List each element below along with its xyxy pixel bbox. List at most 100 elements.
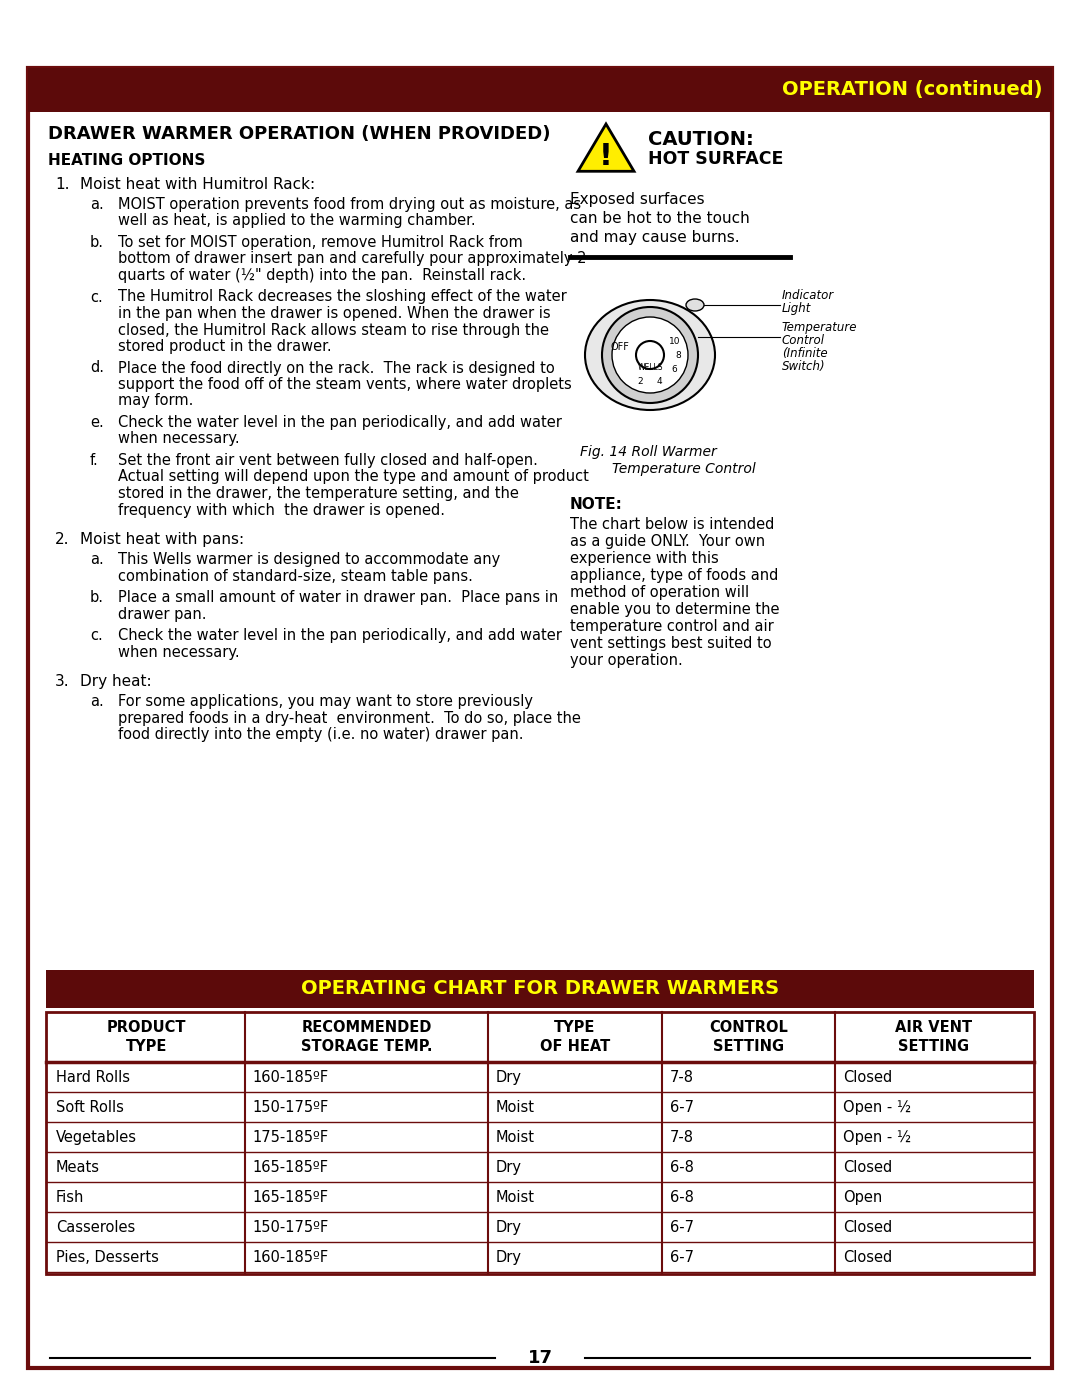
Text: Open - ½: Open - ½ xyxy=(843,1099,912,1115)
Text: Moist: Moist xyxy=(496,1099,535,1115)
Text: Soft Rolls: Soft Rolls xyxy=(56,1099,124,1115)
Text: Exposed surfaces: Exposed surfaces xyxy=(570,191,704,207)
Text: Check the water level in the pan periodically, and add water: Check the water level in the pan periodi… xyxy=(118,415,562,430)
Text: AIR VENT: AIR VENT xyxy=(895,1020,972,1035)
Text: 165-185ºF: 165-185ºF xyxy=(253,1160,328,1175)
Text: stored in the drawer, the temperature setting, and the: stored in the drawer, the temperature se… xyxy=(118,486,518,502)
Text: Actual setting will depend upon the type and amount of product: Actual setting will depend upon the type… xyxy=(118,469,589,485)
Text: CONTROL: CONTROL xyxy=(708,1020,787,1035)
Text: may form.: may form. xyxy=(118,394,193,408)
Text: b.: b. xyxy=(90,235,104,250)
Text: HEATING OPTIONS: HEATING OPTIONS xyxy=(48,154,205,168)
Text: Open - ½: Open - ½ xyxy=(843,1130,912,1146)
Text: Indicator: Indicator xyxy=(782,289,834,302)
Text: prepared foods in a dry-heat  environment.  To do so, place the: prepared foods in a dry-heat environment… xyxy=(118,711,581,725)
Text: your operation.: your operation. xyxy=(570,652,683,668)
Text: 150-175ºF: 150-175ºF xyxy=(253,1099,329,1115)
Text: Closed: Closed xyxy=(843,1250,892,1266)
Text: Temperature: Temperature xyxy=(782,321,858,334)
Text: Vegetables: Vegetables xyxy=(56,1130,137,1146)
Text: !: ! xyxy=(599,142,613,172)
Text: 160-185ºF: 160-185ºF xyxy=(253,1250,329,1266)
Text: when necessary.: when necessary. xyxy=(118,432,240,447)
Text: Place a small amount of water in drawer pan.  Place pans in: Place a small amount of water in drawer … xyxy=(118,590,558,605)
Text: closed, the Humitrol Rack allows steam to rise through the: closed, the Humitrol Rack allows steam t… xyxy=(118,323,549,338)
Bar xyxy=(28,68,1052,112)
Text: 10: 10 xyxy=(669,337,680,345)
Text: For some applications, you may want to store previously: For some applications, you may want to s… xyxy=(118,694,534,710)
Text: Temperature Control: Temperature Control xyxy=(612,462,756,476)
Text: 17: 17 xyxy=(527,1350,553,1368)
Text: HOT SURFACE: HOT SURFACE xyxy=(648,149,783,168)
Bar xyxy=(46,970,1034,1009)
Text: RECOMMENDED: RECOMMENDED xyxy=(301,1020,432,1035)
Text: OPERATING CHART FOR DRAWER WARMERS: OPERATING CHART FOR DRAWER WARMERS xyxy=(301,979,779,999)
Text: well as heat, is applied to the warming chamber.: well as heat, is applied to the warming … xyxy=(118,214,475,229)
Text: This Wells warmer is designed to accommodate any: This Wells warmer is designed to accommo… xyxy=(118,552,500,567)
Text: DRAWER WARMER OPERATION (WHEN PROVIDED): DRAWER WARMER OPERATION (WHEN PROVIDED) xyxy=(48,124,551,142)
Text: 2: 2 xyxy=(637,377,644,386)
Text: OPERATION (continued): OPERATION (continued) xyxy=(782,81,1042,99)
Text: f.: f. xyxy=(90,453,98,468)
Text: NOTE:: NOTE: xyxy=(570,497,623,511)
Text: Open: Open xyxy=(843,1190,882,1206)
Text: 3.: 3. xyxy=(55,673,69,689)
Text: appliance, type of foods and: appliance, type of foods and xyxy=(570,569,779,583)
Text: Closed: Closed xyxy=(843,1070,892,1085)
Text: Dry: Dry xyxy=(496,1250,522,1266)
Text: 2.: 2. xyxy=(55,532,69,548)
Text: Hard Rolls: Hard Rolls xyxy=(56,1070,130,1085)
Text: Closed: Closed xyxy=(843,1220,892,1235)
Text: and may cause burns.: and may cause burns. xyxy=(570,231,740,244)
Text: 4: 4 xyxy=(657,377,662,386)
Text: 160-185ºF: 160-185ºF xyxy=(253,1070,329,1085)
Text: The Humitrol Rack decreases the sloshing effect of the water: The Humitrol Rack decreases the sloshing… xyxy=(118,289,567,305)
Text: OFF: OFF xyxy=(610,342,630,352)
Text: Dry: Dry xyxy=(496,1070,522,1085)
Text: Set the front air vent between fully closed and half-open.: Set the front air vent between fully clo… xyxy=(118,453,538,468)
Text: 6-8: 6-8 xyxy=(670,1160,693,1175)
Text: Pies, Desserts: Pies, Desserts xyxy=(56,1250,159,1266)
Text: a.: a. xyxy=(90,694,104,710)
Text: PRODUCT: PRODUCT xyxy=(107,1020,186,1035)
Text: (Infinite: (Infinite xyxy=(782,346,827,360)
Text: combination of standard-size, steam table pans.: combination of standard-size, steam tabl… xyxy=(118,569,473,584)
Text: drawer pan.: drawer pan. xyxy=(118,606,206,622)
Text: Fig. 14 Roll Warmer: Fig. 14 Roll Warmer xyxy=(580,446,717,460)
Text: Moist heat with Humitrol Rack:: Moist heat with Humitrol Rack: xyxy=(80,177,315,191)
Text: Fish: Fish xyxy=(56,1190,84,1206)
Text: 1.: 1. xyxy=(55,177,69,191)
Text: food directly into the empty (i.e. no water) drawer pan.: food directly into the empty (i.e. no wa… xyxy=(118,726,524,742)
Text: enable you to determine the: enable you to determine the xyxy=(570,602,780,617)
Text: c.: c. xyxy=(90,289,103,305)
Text: Check the water level in the pan periodically, and add water: Check the water level in the pan periodi… xyxy=(118,629,562,643)
Text: 6-7: 6-7 xyxy=(670,1099,693,1115)
Text: To set for MOIST operation, remove Humitrol Rack from: To set for MOIST operation, remove Humit… xyxy=(118,235,523,250)
Text: TYPE: TYPE xyxy=(554,1020,595,1035)
Text: Moist heat with pans:: Moist heat with pans: xyxy=(80,532,244,548)
Text: bottom of drawer insert pan and carefully pour approximately 2: bottom of drawer insert pan and carefull… xyxy=(118,251,586,267)
Text: OF HEAT: OF HEAT xyxy=(540,1039,610,1053)
Text: support the food off of the steam vents, where water droplets: support the food off of the steam vents,… xyxy=(118,377,571,393)
Text: 175-185ºF: 175-185ºF xyxy=(253,1130,329,1146)
Text: Dry: Dry xyxy=(496,1220,522,1235)
Text: stored product in the drawer.: stored product in the drawer. xyxy=(118,339,332,353)
Text: Dry heat:: Dry heat: xyxy=(80,673,151,689)
Text: in the pan when the drawer is opened. When the drawer is: in the pan when the drawer is opened. Wh… xyxy=(118,306,551,321)
Text: d.: d. xyxy=(90,360,104,376)
Text: The chart below is intended: The chart below is intended xyxy=(570,517,774,532)
Circle shape xyxy=(612,317,688,393)
Text: SETTING: SETTING xyxy=(713,1039,784,1053)
Text: c.: c. xyxy=(90,629,103,643)
Text: SETTING: SETTING xyxy=(899,1039,969,1053)
Text: vent settings best suited to: vent settings best suited to xyxy=(570,636,771,651)
Text: STORAGE TEMP.: STORAGE TEMP. xyxy=(300,1039,432,1053)
Bar xyxy=(46,1011,1034,1274)
Ellipse shape xyxy=(585,300,715,409)
Text: 150-175ºF: 150-175ºF xyxy=(253,1220,329,1235)
Polygon shape xyxy=(578,124,634,172)
Text: 7-8: 7-8 xyxy=(670,1070,693,1085)
Text: TYPE: TYPE xyxy=(125,1039,167,1053)
Text: 6-8: 6-8 xyxy=(670,1190,693,1206)
Ellipse shape xyxy=(686,299,704,312)
